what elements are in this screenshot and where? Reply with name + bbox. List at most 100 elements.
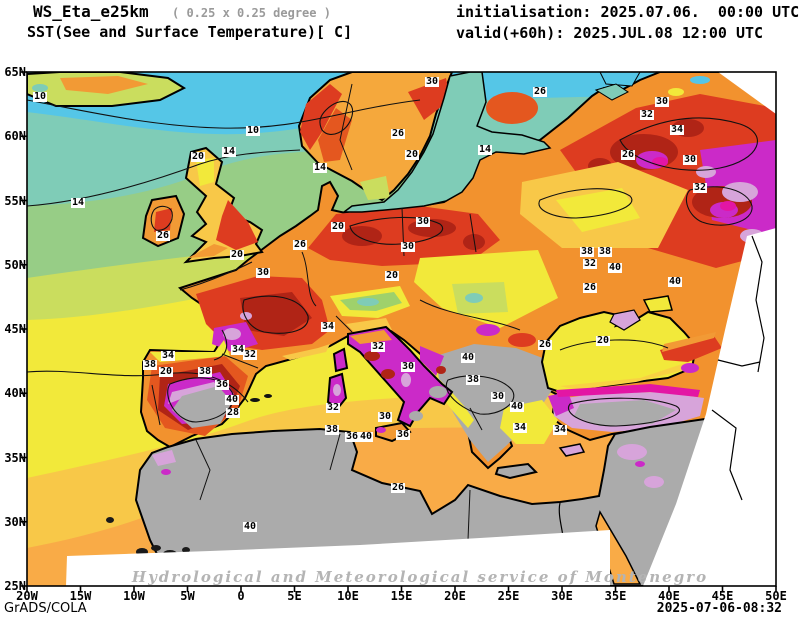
contour-label: 38	[465, 374, 481, 385]
init-time-label: initialisation: 2025.07.06. 00:00 UTC	[456, 3, 800, 21]
contour-label: 30	[490, 391, 506, 402]
mediterranean-islands	[250, 347, 586, 480]
contour-label: 32	[639, 109, 655, 120]
finland-patch	[486, 92, 538, 124]
x-tick-label: 25E	[497, 589, 520, 603]
central-europe-patches	[196, 206, 558, 360]
contour-label: 30	[415, 216, 431, 227]
y-tick-label: 60N	[4, 129, 26, 144]
contour-label: 26	[390, 482, 406, 493]
contour-label: 30	[424, 76, 440, 87]
contour-label: 20	[384, 270, 400, 281]
x-tick-label: 0	[237, 589, 245, 603]
contour-label: 26	[532, 86, 548, 97]
contour-label: 30	[255, 267, 271, 278]
contour-label: 10	[245, 125, 261, 136]
x-tick-label: 5E	[287, 589, 302, 603]
contour-label: 20	[330, 221, 346, 232]
contour-label: 30	[400, 361, 416, 372]
contour-label: 38	[324, 424, 340, 435]
contour-label: 30	[654, 96, 670, 107]
contour-label: 36	[214, 379, 230, 390]
contour-label: 34	[230, 344, 246, 355]
contour-label: 36	[344, 431, 360, 442]
x-tick-label: 10E	[337, 589, 359, 603]
y-tick-label: 50N	[4, 257, 26, 272]
contour-label: 30	[377, 411, 393, 422]
y-tick-label: 30N	[4, 514, 26, 529]
contour-label: 32	[242, 349, 258, 360]
contour-label: 38	[597, 246, 613, 257]
red-sea	[595, 510, 642, 585]
x-tick-label: 30E	[551, 589, 573, 603]
contour-label: 20	[404, 149, 420, 160]
y-tick-label: 25N	[4, 579, 26, 593]
no-data-region	[66, 72, 776, 586]
contour-label: 26	[620, 149, 636, 160]
resolution-label: ( 0.25 x 0.25 degree )	[172, 6, 331, 20]
contour-label: 34	[320, 321, 336, 332]
contour-label: 20	[595, 335, 611, 346]
contour-label: 20	[229, 249, 245, 260]
y-tick-label: 55N	[4, 193, 26, 208]
russia-patches	[520, 76, 776, 268]
watermark: Hydrological and Meteorological service …	[131, 568, 709, 586]
contour-label: 20	[190, 151, 206, 162]
x-tick-label: 50E	[765, 589, 787, 603]
valid-time-label: valid(+60h): 2025.JUL.08 12:00 UTC	[456, 24, 764, 42]
x-tick-label: 5W	[180, 589, 195, 603]
contour-label: 20	[158, 366, 174, 377]
variable-title: SST(See and Surface Temperature)[ C]	[27, 23, 353, 41]
contour-label: 36	[395, 429, 411, 440]
iceland	[27, 72, 187, 107]
x-tick-label: 40E	[658, 589, 680, 603]
black-sea	[540, 295, 698, 394]
creation-timestamp: 2025-07-06-08:32	[656, 601, 782, 616]
contour-label: 14	[70, 197, 86, 208]
contour-label: 40	[667, 276, 683, 287]
anatolia-patches	[548, 332, 722, 432]
great-britain	[183, 146, 264, 264]
contour-label: 10	[32, 91, 48, 102]
contour-label: 26	[582, 282, 598, 293]
model-title: WS_Eta_e25km	[33, 2, 149, 21]
contour-label: 38	[579, 246, 595, 257]
contour-label: 26	[537, 339, 553, 350]
contour-label: 32	[370, 341, 386, 352]
contour-label: 40	[242, 521, 258, 532]
contour-label: 30	[682, 154, 698, 165]
contour-label: 34	[512, 422, 528, 433]
cyprus	[558, 443, 586, 457]
crete	[494, 462, 538, 480]
y-tick-label: 45N	[4, 322, 26, 336]
contour-label: 40	[358, 431, 374, 442]
y-tick-label: 35N	[4, 450, 26, 465]
contour-label: 26	[292, 239, 308, 250]
contour-label: 32	[582, 258, 598, 269]
contour-label: 14	[221, 146, 237, 157]
contour-label: 34	[160, 350, 176, 361]
contour-label: 34	[552, 424, 568, 435]
country-borders	[151, 83, 521, 541]
contour-label: 34	[669, 124, 685, 135]
contour-label: 14	[477, 144, 493, 155]
contour-label: 26	[155, 230, 171, 241]
x-tick-label: 20W	[16, 589, 38, 603]
contour-label: 32	[325, 402, 341, 413]
white-sea	[594, 72, 641, 101]
contour-label: 40	[607, 262, 623, 273]
x-tick-label: 10W	[123, 589, 145, 603]
x-tick-label: 15E	[390, 589, 413, 603]
x-tick-label: 45E	[711, 589, 734, 603]
corsica	[332, 347, 349, 373]
contour-label: 30	[400, 241, 416, 252]
contour-label: 40	[224, 394, 240, 405]
contour-label: 14	[312, 162, 328, 173]
contour-label: 40	[509, 401, 525, 412]
contour-label: 38	[197, 366, 213, 377]
caspian-coast-borders	[711, 235, 765, 501]
grads-credit: GrADS/COLA	[4, 601, 87, 616]
